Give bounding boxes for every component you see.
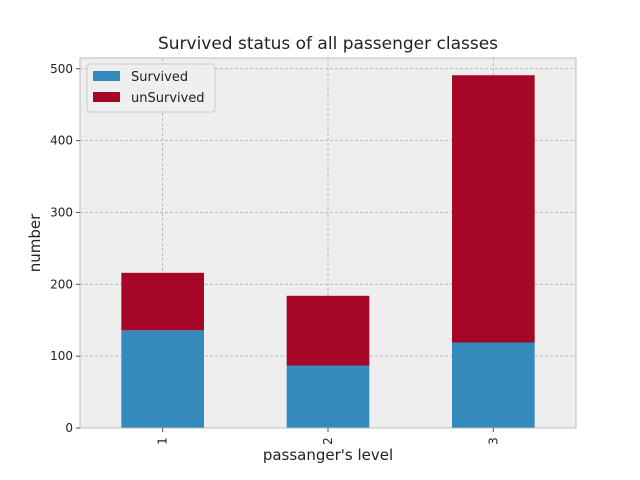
x-axis-ticks: 1 2 3 [156,428,500,445]
legend-swatch-unsurvived [93,92,120,102]
bar-unsurvived-3 [452,75,535,343]
legend-swatch-survived [93,71,120,81]
x-tick-label: 3 [486,437,500,445]
y-tick-label: 100 [50,349,73,363]
y-axis-label: number [26,213,44,272]
x-axis-label: passanger's level [263,446,393,464]
x-tick-label: 1 [156,437,170,445]
bar-survived-3 [452,342,535,428]
y-tick-label: 500 [50,62,73,76]
y-tick-label: 200 [50,277,73,291]
bar-survived-2 [286,365,370,428]
bar-survived-1 [121,330,204,428]
y-tick-label: 0 [65,421,73,435]
y-tick-label: 400 [50,134,73,148]
bar-unsurvived-1 [121,272,204,331]
legend: Survived unSurvived [86,63,216,113]
bars [121,75,535,428]
bar-unsurvived-2 [286,295,370,366]
y-axis-ticks: 0 100 200 300 400 500 [50,62,80,435]
x-tick-label: 2 [321,437,335,445]
legend-label-unsurvived: unSurvived [131,91,205,106]
y-tick-label: 300 [50,205,73,219]
legend-label-survived: Survived [131,70,188,85]
chart-title: Survived status of all passenger classes [158,34,498,54]
